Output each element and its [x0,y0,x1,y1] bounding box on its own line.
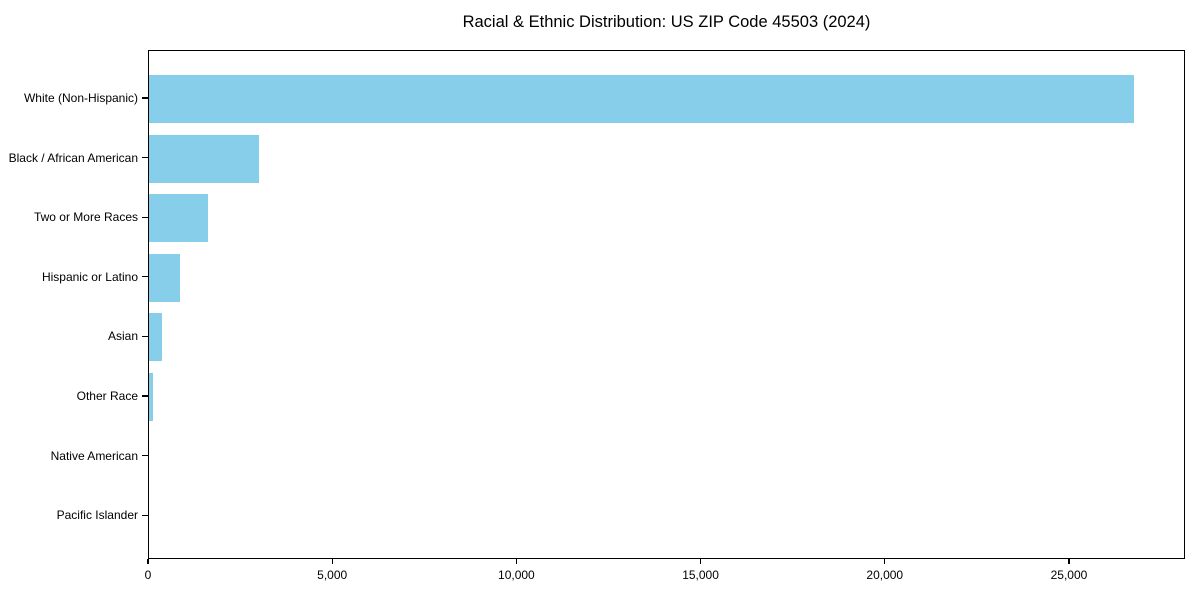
x-tick-label-10000: 10,000 [498,568,535,582]
bar-black-african-american [149,134,260,183]
x-tick-label-5000: 5,000 [317,568,348,582]
y-tick-label-hispanic-or-latino: Hispanic or Latino [41,269,138,284]
bar-hispanic-or-latino [149,253,180,302]
y-tick-mark-native-american [142,455,148,457]
y-tick-mark-asian [142,335,148,337]
x-tick-label-0: 0 [144,568,152,582]
y-tick-mark-two-or-more-races [142,216,148,218]
y-tick-label-two-or-more-races: Two or More Races [33,210,138,225]
y-tick-mark-hispanic-or-latino [142,276,148,278]
y-tick-label-pacific-islander: Pacific Islander [56,508,138,523]
bar-white-non-hispanic [149,75,1135,123]
y-tick-mark-black-african-american [142,157,148,159]
x-tick-label-20000: 20,000 [866,568,904,582]
bar-two-or-more-races [149,194,208,243]
y-tick-mark-white-non-hispanic [142,97,148,99]
x-tick-mark-25000 [1068,559,1070,564]
x-tick-mark-5000 [331,559,333,564]
y-tick-label-other-race: Other Race [76,389,138,403]
x-tick-label-25000: 25,000 [1050,568,1088,582]
x-tick-mark-20000 [884,559,886,564]
y-tick-label-white-non-hispanic: White (Non-Hispanic) [23,91,138,105]
bar-asian [149,313,162,362]
x-tick-label-15000: 15,000 [682,568,719,582]
y-tick-label-black-african-american: Black / African American [8,150,138,165]
bar-other-race [149,373,154,421]
x-tick-mark-10000 [515,559,517,564]
y-tick-label-asian: Asian [107,329,138,344]
chart-title: Racial & Ethnic Distribution: US ZIP Cod… [462,13,871,31]
plot-area [148,50,1185,559]
x-tick-mark-15000 [699,559,702,564]
y-tick-mark-pacific-islander [142,514,148,516]
x-tick-mark-0 [147,559,149,564]
y-tick-mark-other-race [142,395,148,397]
y-tick-label-native-american: Native American [50,448,138,463]
